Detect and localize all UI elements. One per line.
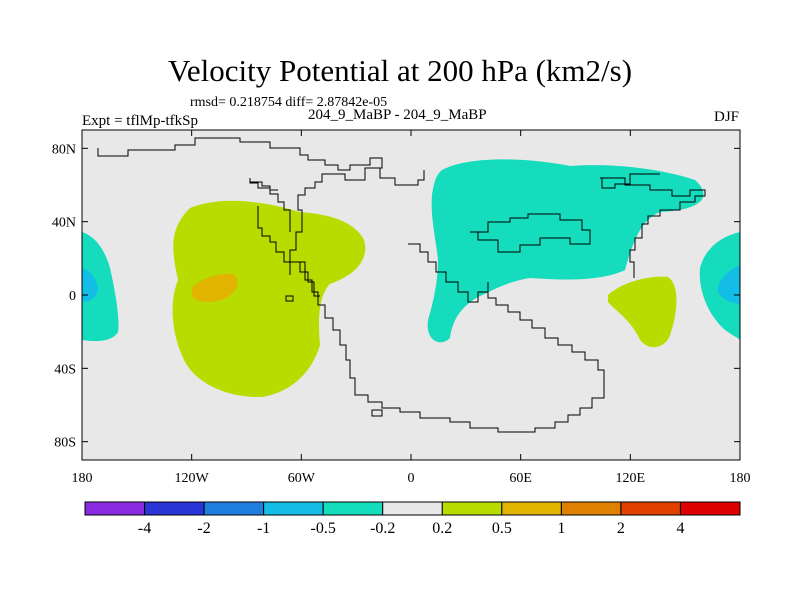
colorbar-label: 4	[676, 520, 684, 537]
colorbar-label: -2	[197, 520, 210, 537]
coastline-eurasia	[470, 213, 591, 253]
colorbar-swatch	[263, 501, 324, 516]
coastline-east-asia	[601, 173, 660, 189]
lon-tick-label: 0	[408, 471, 415, 486]
negative-region-dateline-west	[82, 232, 119, 342]
lat-tick-label: 0	[69, 289, 76, 304]
coastline-siberia	[600, 177, 706, 278]
lon-tick-label: 60W	[288, 471, 316, 486]
colorbar-swatch	[322, 501, 384, 516]
positive-region-pacific	[608, 276, 677, 348]
lon-tick-label: 120W	[175, 471, 210, 486]
colorbar-label: -0.2	[370, 520, 395, 537]
negative-core-dateline-east	[717, 265, 740, 304]
colorbar-swatch	[441, 501, 503, 516]
colorbar-label: -4	[138, 520, 151, 537]
colorbar-label: 0.5	[492, 520, 512, 537]
stats-label: rmsd= 0.218754 diff= 2.87842e-05	[190, 95, 388, 110]
coastline-south-america	[296, 261, 432, 419]
coastline-north-america	[97, 137, 383, 297]
experiment-label: Expt = tflMp-tfkSp	[82, 113, 198, 129]
positive-region-americas	[172, 200, 366, 398]
coastline-central-america	[257, 206, 291, 275]
plot-title: Velocity Potential at 200 hPa (km2/s)	[167, 53, 633, 88]
lon-tick-label: 180	[730, 471, 751, 486]
colorbar-swatch	[560, 501, 622, 516]
lat-tick-label: 80N	[52, 142, 76, 157]
lon-tick-label: 60E	[509, 471, 532, 486]
coastlines	[97, 137, 706, 433]
lon-tick-label: 120E	[616, 471, 646, 486]
negative-core-dateline-west	[82, 268, 98, 302]
coastline-alaska-west	[249, 178, 291, 232]
coastline-arctic-islands	[250, 181, 278, 191]
colorbar-label: 1	[557, 520, 565, 537]
coastline-island-1	[285, 295, 294, 302]
lat-tick-label: 40N	[52, 216, 76, 231]
colorbar-swatch	[679, 501, 741, 516]
season-label: DJF	[713, 109, 739, 125]
colorbar-swatch	[144, 501, 205, 516]
colorbar-swatch	[620, 501, 681, 516]
negative-region-eurasia	[427, 159, 704, 343]
coastline-island-2	[371, 409, 383, 417]
colorbar-swatch	[203, 501, 265, 516]
colorbar-label: -1	[257, 520, 270, 537]
colorbar-swatch	[501, 501, 562, 516]
colorbar-label: -0.5	[311, 520, 336, 537]
colorbar-label: 0.2	[432, 520, 452, 537]
colorbar: -4 -2 -1 -0.5 -0.2 0.2 0.5 1 2 4	[84, 501, 741, 537]
colorbar-swatch	[84, 501, 146, 516]
colorbar-label: 2	[617, 520, 625, 537]
positive-max-region	[192, 273, 238, 302]
map-axes: 80N 40N 0 40S 80S 180 120W 60W 0 60E 120E 180	[52, 130, 751, 486]
coastline-greenland	[379, 168, 425, 186]
lat-tick-label: 40S	[54, 362, 76, 377]
center-label: 204_9_MaBP - 204_9_MaBP	[308, 107, 487, 123]
contour-fills	[82, 159, 740, 398]
lat-tick-label: 80S	[54, 436, 76, 451]
coastline-africa-europe	[408, 243, 489, 303]
lon-tick-label: 180	[72, 471, 93, 486]
colorbar-swatch	[382, 501, 443, 516]
coastline-antarctica	[432, 290, 605, 433]
